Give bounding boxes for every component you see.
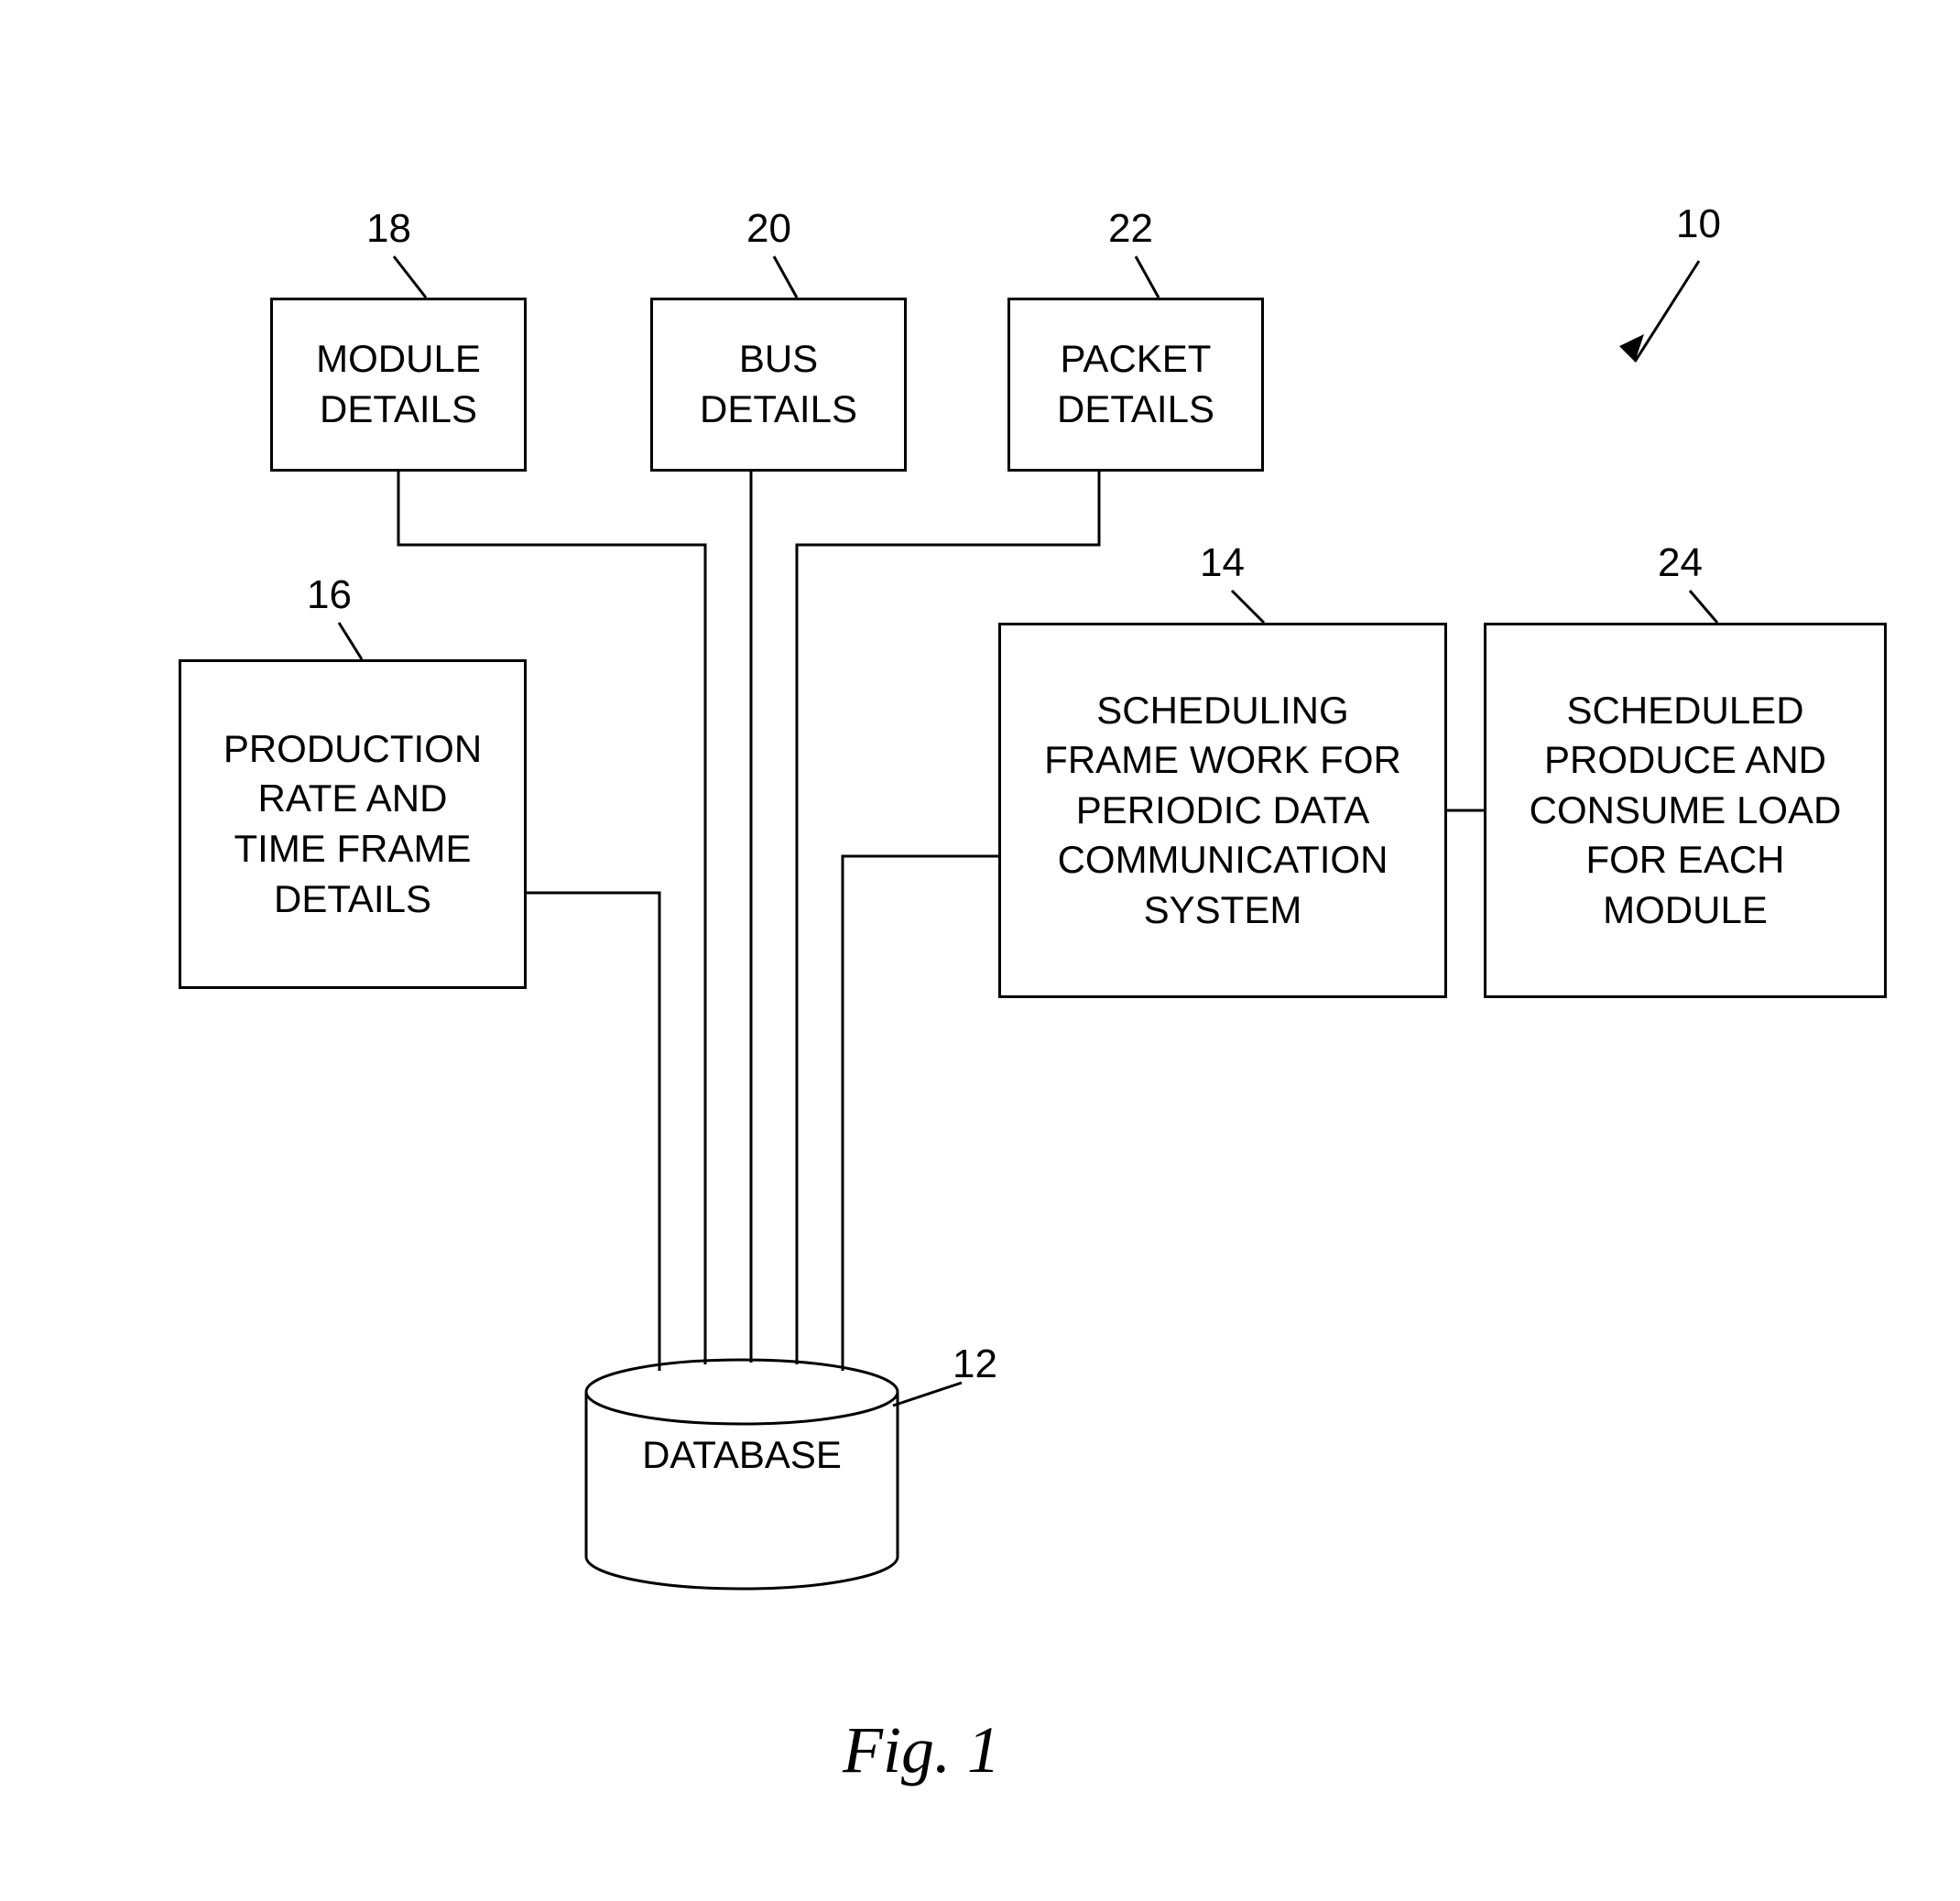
ref-14: 14 bbox=[1200, 540, 1245, 586]
ref-22: 22 bbox=[1108, 206, 1153, 252]
box-scheduled-produce-label: SCHEDULED PRODUCE AND CONSUME LOAD FOR E… bbox=[1530, 686, 1842, 936]
database-label: DATABASE bbox=[641, 1433, 843, 1477]
box-scheduled-produce: SCHEDULED PRODUCE AND CONSUME LOAD FOR E… bbox=[1484, 623, 1887, 998]
ref-12: 12 bbox=[953, 1342, 997, 1387]
ref-16: 16 bbox=[307, 572, 352, 618]
box-production-rate-label: PRODUCTION RATE AND TIME FRAME DETAILS bbox=[223, 724, 482, 924]
box-module-details: MODULE DETAILS bbox=[270, 298, 527, 472]
figure-caption: Fig. 1 bbox=[843, 1712, 1000, 1788]
box-scheduling-framework: SCHEDULING FRAME WORK FOR PERIODIC DATA … bbox=[998, 623, 1447, 998]
diagram-canvas: 10 MODULE DETAILS 18 BUS DETAILS 20 PACK… bbox=[0, 0, 1960, 1901]
box-packet-details: PACKET DETAILS bbox=[1007, 298, 1264, 472]
ref-20: 20 bbox=[746, 206, 791, 252]
box-bus-details: BUS DETAILS bbox=[650, 298, 907, 472]
box-production-rate: PRODUCTION RATE AND TIME FRAME DETAILS bbox=[179, 659, 527, 989]
box-bus-details-label: BUS DETAILS bbox=[700, 334, 857, 434]
box-module-details-label: MODULE DETAILS bbox=[316, 334, 481, 434]
box-scheduling-framework-label: SCHEDULING FRAME WORK FOR PERIODIC DATA … bbox=[1044, 686, 1401, 936]
box-packet-details-label: PACKET DETAILS bbox=[1057, 334, 1214, 434]
ref-24: 24 bbox=[1658, 540, 1703, 586]
ref-18: 18 bbox=[366, 206, 411, 252]
ref-10: 10 bbox=[1676, 201, 1721, 247]
